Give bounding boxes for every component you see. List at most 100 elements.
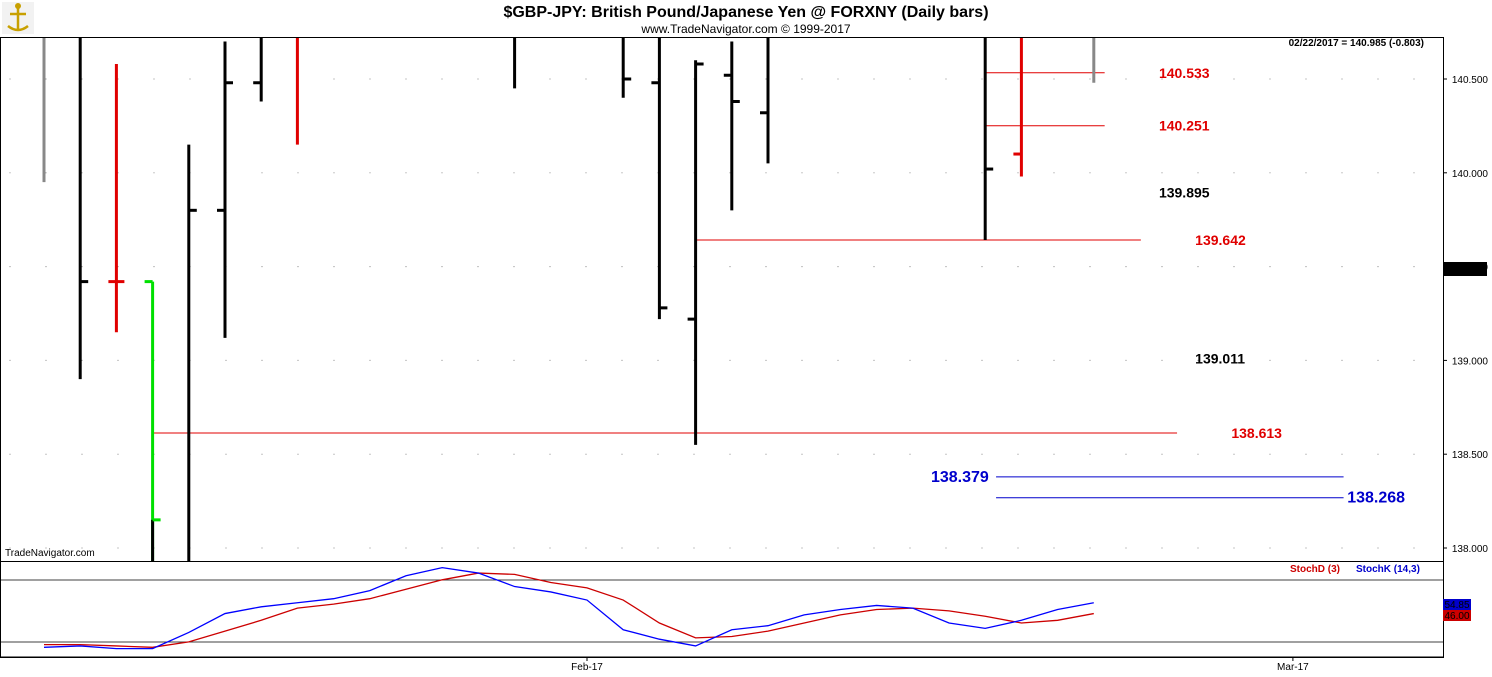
grid-dot — [909, 78, 911, 80]
chart-subtitle: www.TradeNavigator.com © 1999-2017 — [640, 22, 850, 36]
grid-dot — [45, 547, 47, 549]
grid-dot — [441, 78, 443, 80]
grid-dot — [1233, 547, 1235, 549]
grid-dot — [801, 547, 803, 549]
grid-dot — [801, 172, 803, 174]
grid-dot — [621, 172, 623, 174]
grid-dot — [945, 547, 947, 549]
grid-dot — [945, 172, 947, 174]
grid-dot — [693, 547, 695, 549]
grid-dot — [1377, 453, 1379, 455]
ohlc-bar — [983, 38, 994, 240]
stoch-lines — [43, 566, 1094, 650]
grid-dot — [9, 266, 11, 268]
ohlc-bar — [78, 38, 89, 380]
grid-dot — [405, 453, 407, 455]
grid-dot — [225, 547, 227, 549]
grid-dot — [1125, 547, 1127, 549]
grid-dot — [405, 359, 407, 361]
grid-dot — [945, 359, 947, 361]
grid-dot — [333, 266, 335, 268]
grid-dot — [333, 453, 335, 455]
grid-dot — [333, 547, 335, 549]
grid-dot — [1017, 266, 1019, 268]
level-label: 139.642 — [1195, 232, 1246, 248]
grid-dot — [1377, 78, 1379, 80]
grid-dot — [1197, 547, 1199, 549]
level-lines: 143.173142.686142.460141.990140.533140.2… — [152, 65, 1405, 507]
grid-dot — [1161, 78, 1163, 80]
grid-dot — [1125, 266, 1127, 268]
watermark: TradeNavigator.com — [5, 548, 95, 559]
grid-dot — [1089, 453, 1091, 455]
grid-dot — [513, 359, 515, 361]
grid-dot — [1341, 359, 1343, 361]
ohlc-bar — [217, 41, 233, 338]
stoch-d-label: StochD (3) — [1290, 564, 1340, 575]
x-tick-label: Feb-17 — [571, 662, 603, 673]
grid-dot — [1125, 78, 1127, 80]
grid-dot — [1233, 172, 1235, 174]
grid-dot — [729, 547, 731, 549]
grid-dot — [981, 266, 983, 268]
ohlc-bar — [108, 63, 125, 333]
level-label: 140.533 — [1159, 65, 1210, 81]
grid-dot — [909, 453, 911, 455]
grid-dot — [621, 266, 623, 268]
grid-dot — [45, 172, 47, 174]
grid-dot — [837, 266, 839, 268]
grid-dot — [369, 453, 371, 455]
grid-dot — [729, 266, 731, 268]
grid-dot — [1305, 266, 1307, 268]
blue-level-label: 138.268 — [1347, 490, 1405, 507]
grid-dot — [9, 453, 11, 455]
grid-dot — [1161, 547, 1163, 549]
grid-dot — [549, 547, 551, 549]
grid-dot — [1269, 78, 1271, 80]
grid-dot — [1269, 266, 1271, 268]
grid-dot — [873, 453, 875, 455]
grid-dot — [9, 359, 11, 361]
x-tick-label: Mar-17 — [1277, 662, 1309, 673]
grid-dot — [729, 359, 731, 361]
grid-dot — [837, 547, 839, 549]
grid-dot — [837, 172, 839, 174]
grid-dot — [297, 359, 299, 361]
grid-dot — [909, 547, 911, 549]
grid-dot — [873, 359, 875, 361]
grid-dot — [189, 78, 191, 80]
stoch-d-value: 46.00 — [1444, 611, 1469, 622]
grid-dot — [765, 172, 767, 174]
grid-dot — [657, 547, 659, 549]
grid-dot — [405, 78, 407, 80]
grid-dot — [117, 453, 119, 455]
grid-dot — [1413, 172, 1415, 174]
grid-dot — [369, 172, 371, 174]
grid-dot — [333, 78, 335, 80]
grid-dot — [1269, 172, 1271, 174]
grid-dot — [981, 359, 983, 361]
grid-dot — [369, 359, 371, 361]
grid-dot — [1053, 547, 1055, 549]
grid-dot — [1341, 266, 1343, 268]
grid-dot — [801, 359, 803, 361]
grid-dot — [873, 172, 875, 174]
grid-dot — [873, 266, 875, 268]
grid-dot — [441, 453, 443, 455]
ohlc-bar — [687, 60, 704, 445]
grid-dot — [297, 266, 299, 268]
grid-dot — [1089, 266, 1091, 268]
stoch-k-label: StochK (14,3) — [1356, 564, 1420, 575]
grid-dot — [477, 453, 479, 455]
grid-dot — [369, 266, 371, 268]
grid-dot — [1305, 359, 1307, 361]
grid-dot — [585, 78, 587, 80]
grid-dot — [1233, 266, 1235, 268]
grid-dot — [9, 547, 11, 549]
chart-title: $GBP-JPY: British Pound/Japanese Yen @ F… — [503, 4, 988, 21]
blue-level-label: 138.379 — [931, 469, 989, 486]
grid-dot — [477, 172, 479, 174]
level-label: 140.251 — [1159, 118, 1210, 134]
grid-dot — [1341, 172, 1343, 174]
price-bars — [42, 38, 1096, 561]
